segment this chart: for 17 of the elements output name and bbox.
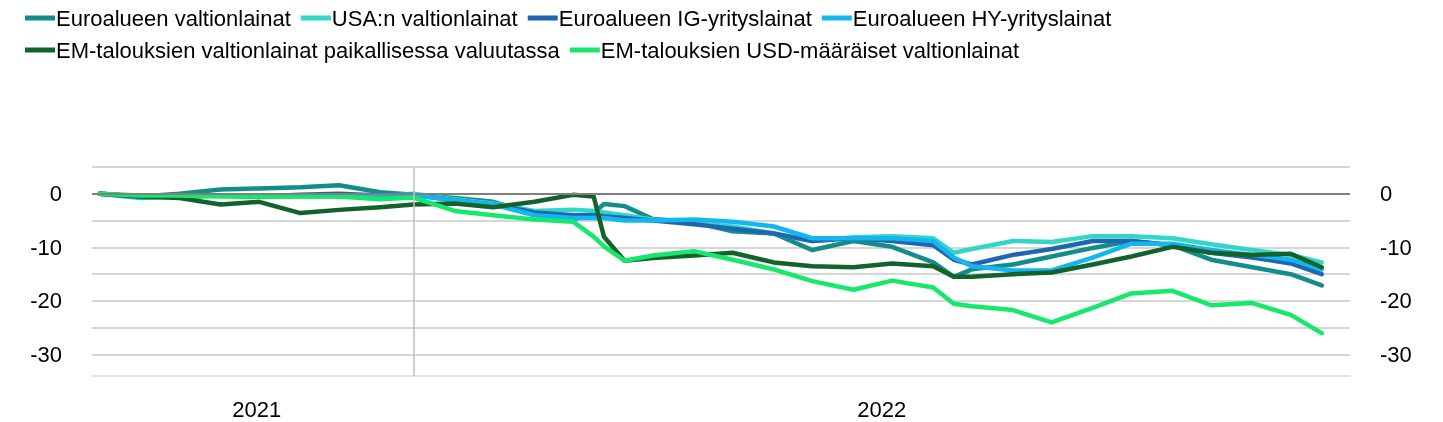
legend-label: Euroalueen HY-yrityslainat [852,5,1112,31]
legend-label: Euroalueen IG-yrityslainat [558,5,812,31]
x-tick-label: 2022 [857,396,907,422]
y2-tick-label: -20 [1380,288,1412,314]
legend-label: USA:n valtionlainat [331,5,518,31]
y-tick-label: -30 [30,342,62,368]
y2-tick-label: -30 [1380,342,1412,368]
y2-tick-label: 0 [1380,181,1393,207]
y-tick-label: 0 [49,181,62,207]
line-series [97,191,1324,336]
legend-label: Euroalueen valtionlainat [56,5,291,31]
y-tick-label: -20 [30,288,62,314]
y2-tick-label: -10 [1380,234,1412,260]
legend-label: EM-talouksien valtionlainat paikallisessa valuutassa [56,37,561,63]
legend-label: EM-talouksien USD-määräiset valtionlainat [600,37,1019,63]
x-tick-label: 2021 [232,396,282,422]
y-tick-label: -10 [30,234,62,260]
